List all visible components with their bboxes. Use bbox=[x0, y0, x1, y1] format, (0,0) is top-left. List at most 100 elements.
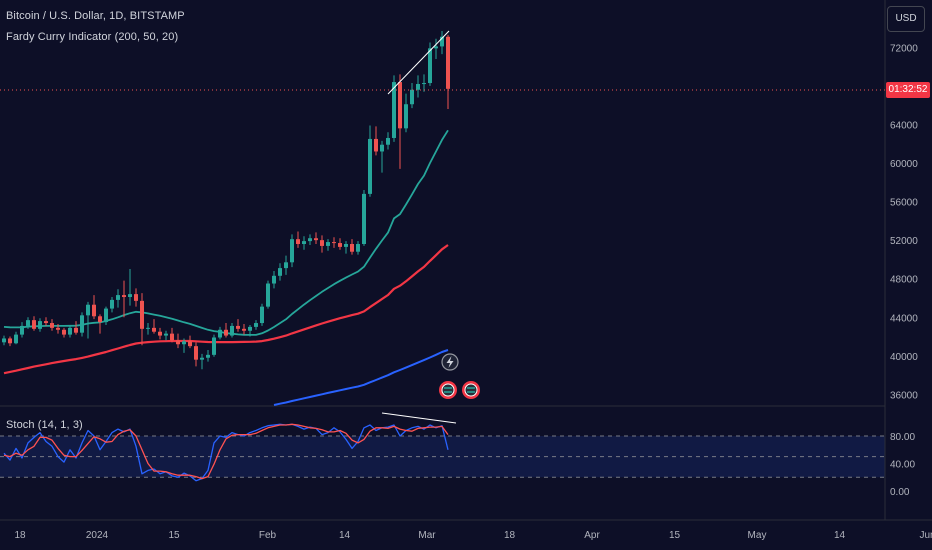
price-tick-label: 52000 bbox=[890, 236, 918, 247]
time-tick-label: 18 bbox=[14, 530, 26, 541]
candle-body bbox=[380, 144, 384, 152]
stoch-tick-label: 80.00 bbox=[890, 432, 915, 443]
price-tick-label: 72000 bbox=[890, 43, 918, 54]
symbol-title[interactable]: Bitcoin / U.S. Dollar, 1D, BITSTAMP bbox=[6, 10, 185, 22]
currency-button[interactable]: USD bbox=[887, 6, 925, 32]
candle-body bbox=[152, 327, 156, 332]
candle-body bbox=[368, 138, 372, 194]
candle-body bbox=[176, 340, 180, 345]
candle-body bbox=[56, 327, 60, 330]
price-tick-label: 60000 bbox=[890, 159, 918, 170]
candle-body bbox=[98, 316, 102, 323]
time-tick-label: 14 bbox=[339, 530, 351, 541]
candle-body bbox=[410, 89, 414, 105]
stoch-d-line bbox=[3, 423, 449, 480]
candle-body bbox=[242, 328, 246, 331]
stoch-tick-label: 40.00 bbox=[890, 460, 915, 471]
candle-body bbox=[308, 238, 312, 242]
candle-body bbox=[230, 325, 234, 336]
time-tick-label: 15 bbox=[168, 530, 180, 541]
candle-body bbox=[44, 321, 48, 324]
candle-body bbox=[218, 329, 222, 338]
candle-body bbox=[212, 337, 216, 355]
candle-body bbox=[296, 239, 300, 244]
candle-body bbox=[170, 333, 174, 341]
price-tick-label: 44000 bbox=[890, 313, 918, 324]
time-tick-label: Mar bbox=[418, 530, 436, 541]
candle-body bbox=[404, 104, 408, 129]
candle-body bbox=[236, 325, 240, 329]
candle-body bbox=[146, 327, 150, 329]
time-tick-label: Apr bbox=[584, 530, 600, 541]
candle-body bbox=[68, 327, 72, 335]
candle-body bbox=[278, 268, 282, 276]
time-tick-label: 15 bbox=[669, 530, 681, 541]
candle-body bbox=[440, 36, 444, 47]
stoch-tick-label: 0.00 bbox=[890, 487, 910, 498]
candle-body bbox=[314, 238, 318, 241]
candle-body bbox=[350, 244, 354, 252]
candle-body bbox=[32, 320, 36, 329]
candle-body bbox=[182, 341, 186, 345]
price-tick-label: 40000 bbox=[890, 352, 918, 363]
candle-body bbox=[62, 329, 66, 335]
candle-body bbox=[248, 326, 252, 331]
candle-body bbox=[74, 327, 78, 333]
candle-body bbox=[386, 137, 390, 145]
candle-body bbox=[338, 243, 342, 247]
candle-body bbox=[110, 299, 114, 309]
candle-body bbox=[374, 138, 378, 152]
candle-body bbox=[398, 82, 402, 129]
candle-body bbox=[104, 308, 108, 323]
candle-body bbox=[140, 300, 144, 329]
time-tick-label: May bbox=[748, 530, 767, 541]
candle-body bbox=[392, 82, 396, 138]
candle-body bbox=[134, 294, 138, 301]
candle-body bbox=[362, 193, 366, 244]
candle-body bbox=[158, 331, 162, 336]
candle-body bbox=[128, 294, 132, 298]
candle-body bbox=[260, 306, 264, 324]
ema200-line bbox=[273, 349, 449, 406]
candle-body bbox=[422, 83, 426, 85]
candle-body bbox=[200, 357, 204, 360]
candle-body bbox=[332, 242, 336, 244]
price-tick-label: 56000 bbox=[890, 198, 918, 209]
candle-body bbox=[20, 325, 24, 335]
candle-body bbox=[344, 244, 348, 247]
candle-body bbox=[2, 338, 6, 343]
candle-body bbox=[356, 244, 360, 252]
candle-body bbox=[434, 46, 438, 49]
candle-body bbox=[80, 315, 84, 333]
time-tick-label: Jun bbox=[919, 530, 932, 541]
candle-body bbox=[194, 346, 198, 360]
candle-body bbox=[284, 262, 288, 269]
candle-body bbox=[206, 354, 210, 358]
price-tick-label: 48000 bbox=[890, 275, 918, 286]
lightning-icon bbox=[446, 356, 454, 368]
candle-body bbox=[122, 295, 126, 298]
trendline-highs bbox=[387, 30, 450, 95]
candle-body bbox=[272, 275, 276, 284]
ema50-line bbox=[3, 244, 449, 375]
candle-body bbox=[326, 242, 330, 246]
candle-body bbox=[8, 338, 12, 344]
candle-body bbox=[254, 323, 258, 327]
candle-body bbox=[446, 36, 450, 89]
indicator-title[interactable]: Fardy Curry Indicator (200, 50, 20) bbox=[6, 31, 179, 43]
candle-body bbox=[86, 304, 90, 316]
candle-body bbox=[92, 304, 96, 317]
price-tick-label: 64000 bbox=[890, 120, 918, 131]
time-tick-label: 18 bbox=[504, 530, 516, 541]
candle-body bbox=[38, 321, 42, 329]
candle-body bbox=[428, 48, 432, 84]
candle-body bbox=[14, 334, 18, 344]
stoch-title[interactable]: Stoch (14, 1, 3) bbox=[6, 419, 83, 431]
candle-body bbox=[320, 240, 324, 246]
time-tick-label: 2024 bbox=[86, 530, 109, 541]
candle-body bbox=[50, 323, 54, 328]
candle-body bbox=[224, 329, 228, 336]
time-tick-label: 14 bbox=[834, 530, 846, 541]
time-tick-label: Feb bbox=[259, 530, 277, 541]
